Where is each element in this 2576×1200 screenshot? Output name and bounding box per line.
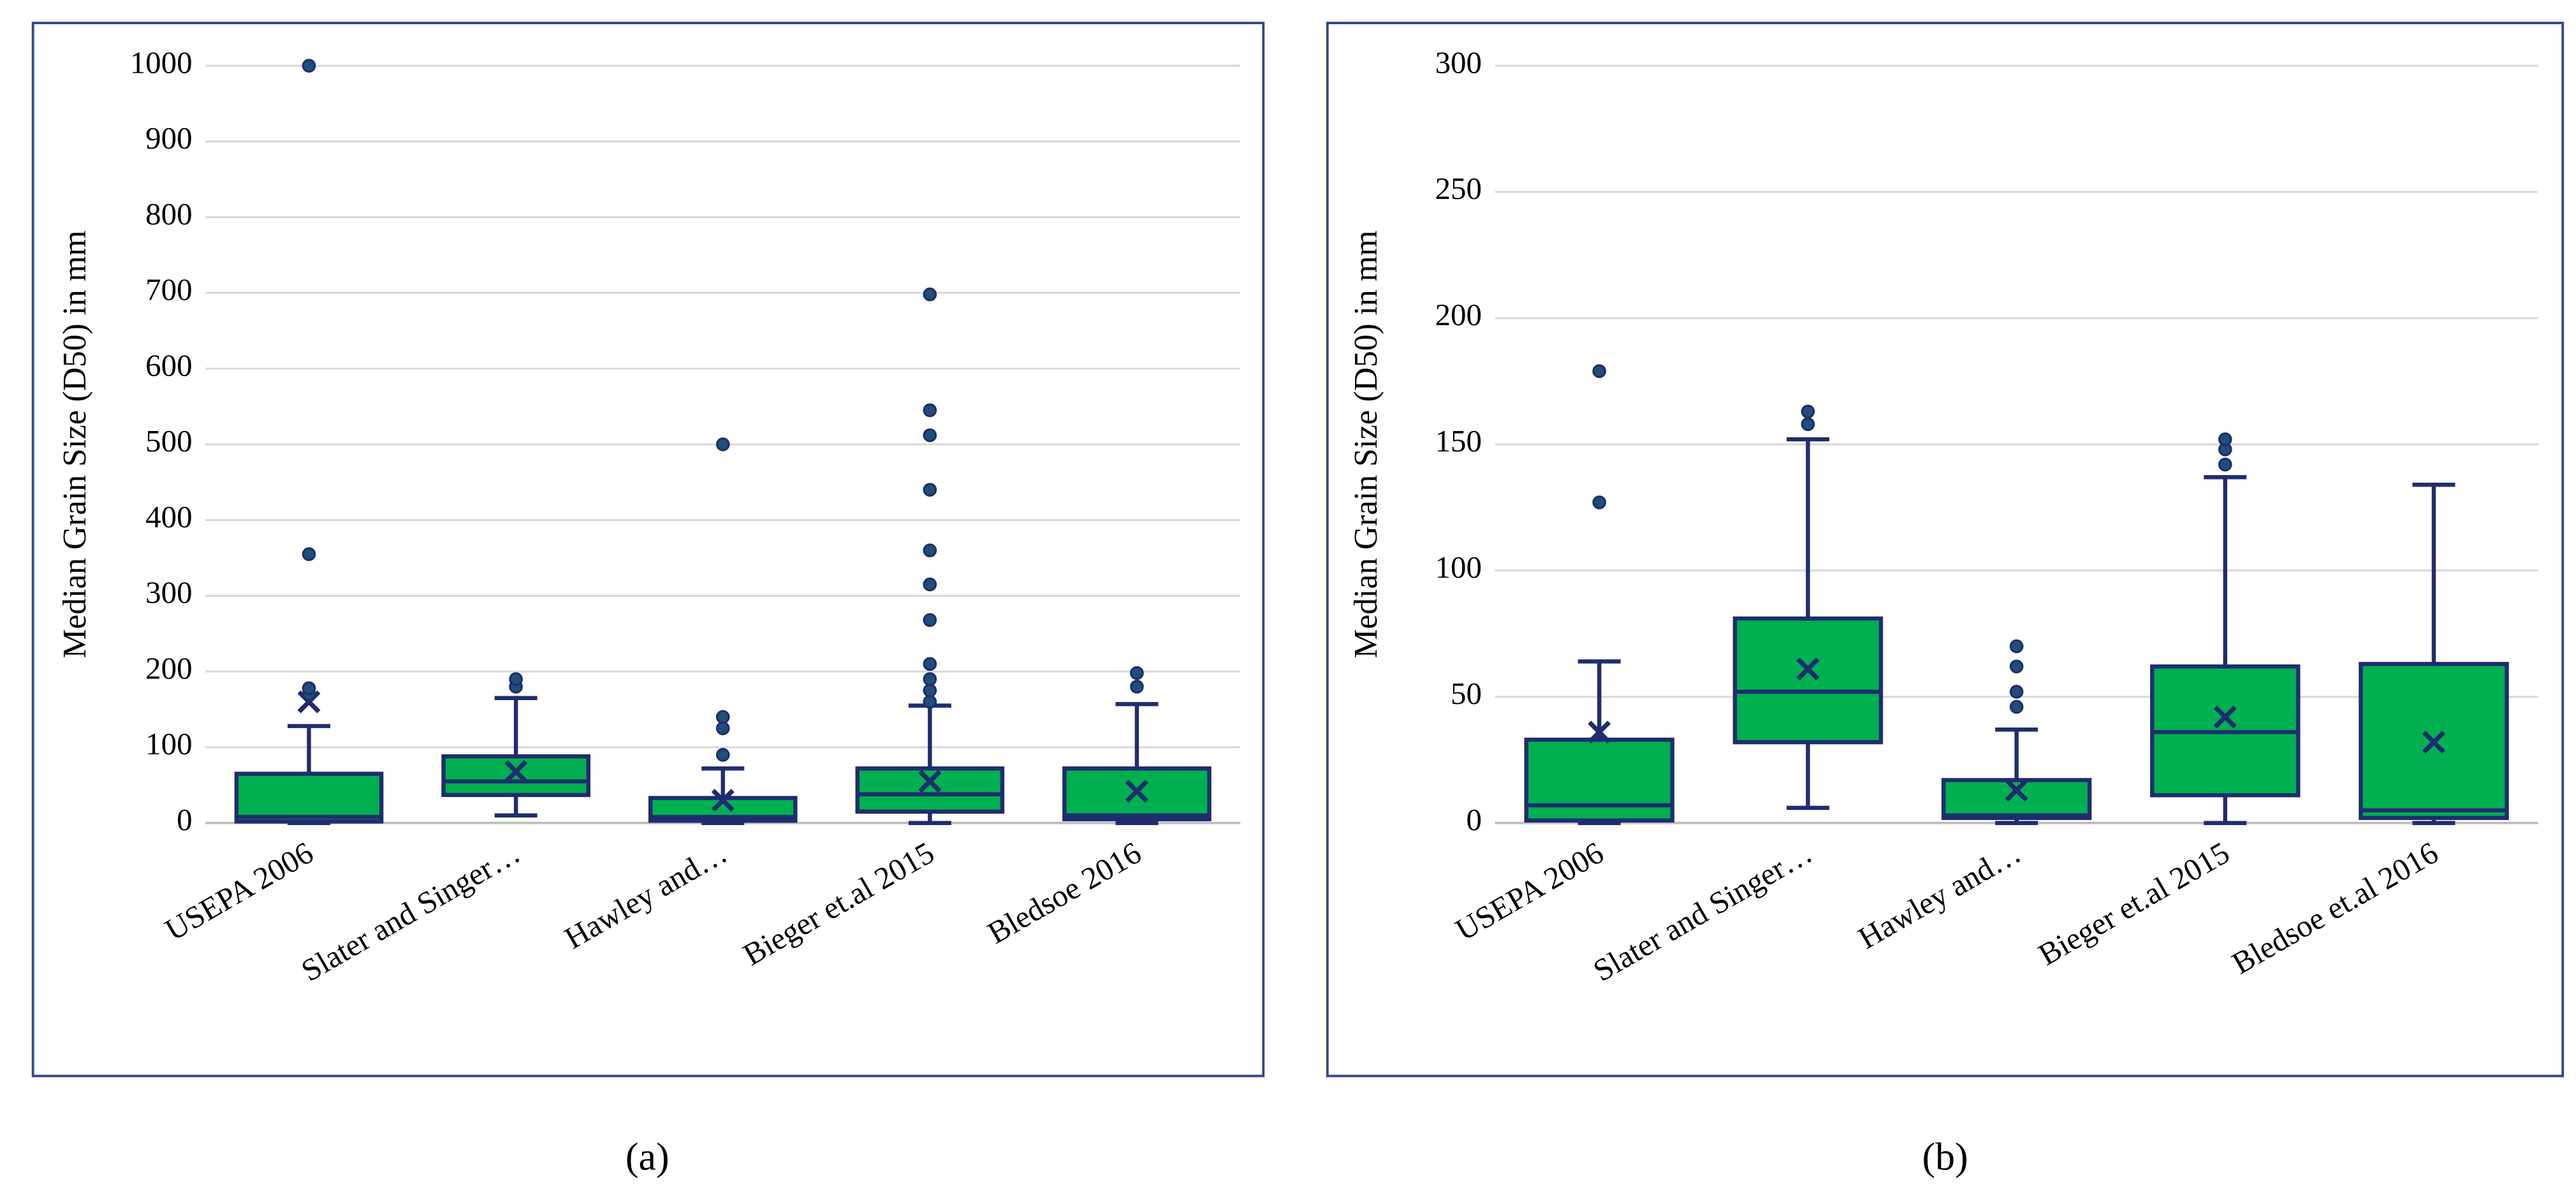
outlier (1801, 404, 1815, 419)
box (1524, 737, 1674, 823)
box (441, 754, 590, 798)
outlier (2009, 659, 2024, 674)
mean-marker (504, 759, 528, 783)
mean-marker (1588, 721, 1611, 744)
y-tick-label: 500 (145, 423, 192, 458)
outlier (2218, 432, 2232, 446)
outlier (2009, 685, 2024, 699)
y-tick-label: 900 (145, 121, 192, 156)
y-tick-label: 800 (145, 196, 192, 231)
outlier (302, 59, 316, 73)
box (234, 772, 384, 824)
outlier (2009, 639, 2024, 654)
y-tick-label: 700 (145, 272, 192, 307)
outlier (1130, 680, 1144, 694)
panel-frame (1326, 22, 2565, 1078)
outlier (715, 710, 730, 724)
y-tick-label: 250 (1435, 171, 1482, 206)
y-tick-label: 400 (145, 499, 192, 534)
outlier (923, 577, 937, 592)
mean-marker (2422, 731, 2445, 754)
outlier (509, 672, 523, 686)
mean-marker (1125, 779, 1148, 803)
panel-frame (31, 22, 1265, 1078)
outlier (1801, 417, 1815, 432)
mean-marker (918, 770, 942, 793)
outlier (1130, 666, 1144, 680)
mean-marker (1796, 657, 1820, 681)
y-tick-label: 1000 (130, 45, 193, 80)
outlier (1592, 495, 1607, 509)
y-tick-label: 300 (145, 575, 192, 610)
outlier (2009, 699, 2024, 714)
y-tick-label: 0 (1467, 802, 1482, 837)
outlier (923, 287, 937, 302)
y-axis-label: Median Grain Size (D50) in mm (1348, 230, 1384, 658)
y-tick-label: 0 (177, 802, 192, 837)
y-tick-label: 200 (1435, 297, 1482, 332)
outlier (923, 483, 937, 497)
outlier (923, 657, 937, 671)
outlier (923, 694, 937, 709)
caption: (b) (1922, 1135, 1968, 1178)
y-tick-label: 200 (145, 650, 192, 685)
outlier (715, 437, 730, 451)
outlier (923, 428, 937, 443)
outlier (715, 748, 730, 762)
y-tick-label: 600 (145, 348, 192, 383)
y-tick-label: 300 (1435, 45, 1482, 80)
mean-marker (711, 789, 735, 812)
box (855, 766, 1005, 814)
caption: (a) (626, 1135, 670, 1178)
outlier (302, 547, 316, 561)
outlier (923, 403, 937, 418)
outlier (2218, 457, 2232, 472)
y-axis-label: Median Grain Size (D50) in mm (57, 230, 93, 658)
mean-marker (2213, 705, 2237, 729)
y-tick-label: 50 (1451, 676, 1482, 711)
box (1732, 616, 1884, 745)
outlier (715, 721, 730, 736)
outlier (923, 672, 937, 686)
outlier (923, 543, 937, 557)
outlier (1592, 364, 1607, 378)
outlier (302, 681, 316, 696)
box (1941, 778, 2092, 821)
outlier (923, 613, 937, 627)
y-tick-label: 150 (1435, 423, 1482, 458)
y-tick-label: 100 (145, 726, 192, 761)
mean-marker (2005, 779, 2028, 802)
y-tick-label: 100 (1435, 550, 1482, 585)
outlier (923, 684, 937, 698)
